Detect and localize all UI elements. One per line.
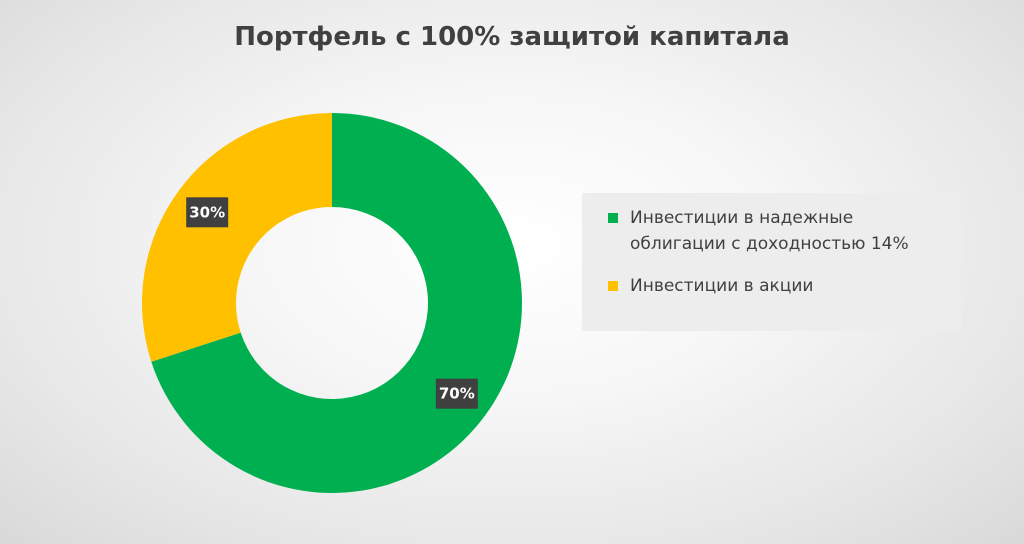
data-label-box: [435, 378, 478, 409]
legend-item-bonds: Инвестиции в надежные облигации с доходн…: [608, 205, 951, 257]
donut-slices: [141, 113, 522, 493]
legend: Инвестиции в надежные облигации с доходн…: [582, 193, 961, 331]
data-label-text: 30%: [189, 203, 225, 221]
slice-bonds: [151, 113, 522, 493]
legend-label-stocks: Инвестиции в акции: [630, 276, 814, 296]
chart-title: Портфель с 100% защитой капитала: [234, 22, 790, 52]
legend-swatch-bonds: [608, 213, 618, 223]
donut-data-labels: 70% 30%: [186, 197, 478, 409]
legend-swatch-stocks: [608, 281, 618, 291]
data-label-bonds: 70%: [435, 378, 478, 409]
legend-label-bonds: Инвестиции в надежные облигации с доходн…: [630, 208, 909, 254]
legend-item-stocks: Инвестиции в акции: [608, 273, 951, 299]
data-label-text: 70%: [439, 385, 475, 403]
data-label-box: [186, 197, 229, 228]
data-label-stocks: 30%: [186, 197, 229, 228]
slice-stocks: [141, 113, 332, 362]
